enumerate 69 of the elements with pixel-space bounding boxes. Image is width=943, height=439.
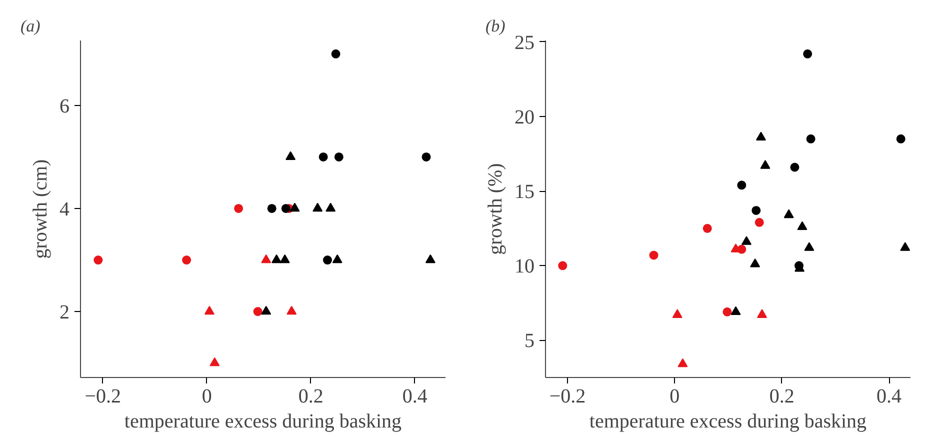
- x-tick-label: 0.2: [769, 386, 794, 408]
- point: [94, 256, 103, 265]
- x-tick-label: 0.2: [298, 386, 324, 408]
- point: [678, 358, 688, 368]
- x-tick-label: 0.4: [876, 386, 902, 408]
- point: [182, 256, 192, 265]
- point: [261, 306, 272, 315]
- point: [318, 152, 328, 162]
- point: [204, 306, 214, 315]
- point: [322, 256, 332, 265]
- point: [754, 218, 764, 227]
- y-tick-label: 20: [514, 106, 534, 129]
- y-axis-title: growth (%): [484, 163, 506, 255]
- point: [425, 254, 436, 264]
- point: [422, 152, 431, 162]
- x-axis-title: temperature excess during basking: [124, 410, 402, 432]
- point: [741, 236, 752, 245]
- point: [286, 306, 297, 315]
- y-tick-label: 2: [60, 302, 70, 324]
- x-tick-label: 0.4: [402, 386, 428, 408]
- point: [722, 307, 732, 316]
- point: [803, 49, 812, 58]
- y-tick-label: 6: [60, 95, 70, 118]
- point: [784, 209, 794, 218]
- point: [797, 221, 808, 230]
- point: [737, 180, 746, 190]
- point: [757, 309, 768, 318]
- x-axis-title: temperature excess during basking: [589, 410, 867, 432]
- x-tick-label: −0.2: [84, 386, 121, 408]
- x-tick-label: 0: [670, 386, 680, 408]
- point: [730, 306, 741, 315]
- point: [649, 250, 658, 260]
- point: [334, 152, 344, 162]
- chart-title: (a): [20, 16, 41, 36]
- point: [290, 202, 300, 212]
- point: [261, 254, 272, 264]
- point: [272, 254, 282, 264]
- y-tick-label: 4: [60, 198, 70, 220]
- point: [750, 258, 760, 268]
- point: [806, 134, 816, 144]
- y-tick-label: 5: [524, 330, 534, 352]
- point: [280, 254, 290, 264]
- point: [332, 254, 342, 264]
- point: [267, 204, 276, 213]
- point: [756, 132, 766, 141]
- point: [760, 160, 770, 169]
- point: [900, 242, 910, 251]
- point: [312, 202, 323, 212]
- chart-title: (b): [486, 16, 506, 36]
- point: [281, 204, 290, 213]
- point: [210, 357, 220, 366]
- y-axis-title: growth (cm): [30, 159, 52, 259]
- point: [672, 309, 682, 318]
- x-tick-label: 0: [202, 386, 212, 408]
- point: [804, 242, 814, 251]
- point: [331, 49, 340, 58]
- point: [790, 162, 800, 172]
- point: [558, 261, 568, 270]
- point: [752, 206, 761, 215]
- y-tick-label: 10: [514, 256, 534, 278]
- point: [286, 151, 296, 160]
- point: [326, 202, 336, 212]
- y-tick-label: 25: [514, 32, 534, 54]
- y-tick-label: 15: [514, 181, 534, 204]
- x-tick-label: −0.2: [549, 386, 586, 408]
- point: [253, 307, 262, 316]
- point: [702, 224, 712, 233]
- point: [896, 134, 906, 144]
- point: [234, 204, 244, 213]
